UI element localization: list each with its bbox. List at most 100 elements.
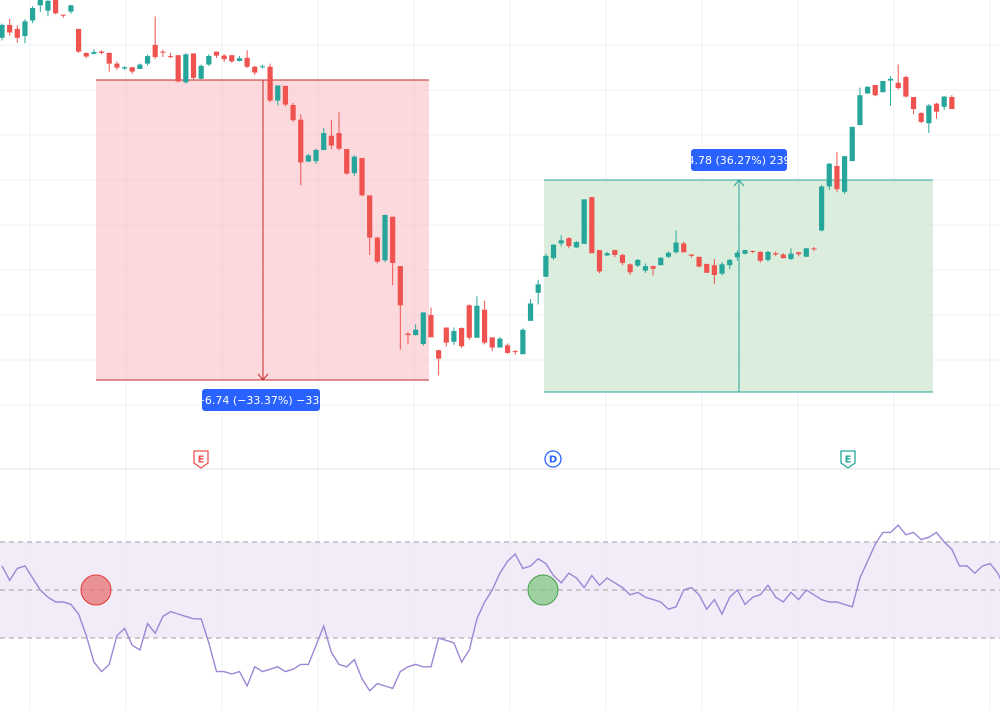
candle [30,6,36,24]
candle-body [367,195,373,238]
candle [98,50,105,55]
event-marker-d[interactable]: D [544,450,562,468]
candle [535,279,541,305]
candle-body [76,28,82,52]
marker-shield-icon [840,450,856,469]
candle [803,247,809,257]
candle-body [773,253,779,255]
rsi-pane [0,524,1000,692]
candle-body [436,350,442,359]
candle-body [229,55,235,62]
candle [780,253,786,259]
candle-body [665,252,672,257]
candle [512,349,518,355]
candle [267,63,273,103]
candle [604,251,610,256]
candle-body [213,51,220,56]
candle [849,126,855,162]
candle [0,23,5,41]
candle [321,127,327,150]
candle [7,18,13,36]
candle [443,327,449,347]
candle-body [282,85,289,105]
candle [734,250,740,261]
candle [14,25,20,43]
candle [91,49,97,55]
candle-body [566,238,572,247]
candle [60,14,66,18]
candle [872,84,878,97]
marker-letter: D [549,455,557,466]
candle [190,53,197,80]
candle [466,304,472,340]
measurement-zones [96,79,933,393]
event-marker-e[interactable]: E [840,450,856,469]
candle-body [344,149,350,174]
candle [750,250,756,254]
candle-body [619,254,626,263]
candle-body [504,345,511,353]
short-measure-badge[interactable]: −6.74 (−33.37%) −337 [196,389,327,411]
candle [76,28,82,53]
candle-body [688,254,694,256]
candle-body [328,135,334,146]
candle [160,49,166,57]
candle [742,249,748,255]
long-measure-badge[interactable]: 4.78 (36.27%) 239 [687,149,791,171]
candle-body [535,284,541,293]
candle [504,343,511,354]
candle-body [849,126,855,162]
candle-body [91,52,97,54]
event-marker-e[interactable]: E [193,450,209,469]
candlestick-series [0,0,955,376]
candle [114,61,120,70]
candle [788,248,794,260]
candle [857,87,863,126]
candle-body [596,250,603,272]
candle [627,263,633,276]
candle-body [612,250,618,255]
candle [650,265,656,276]
candle [903,75,909,98]
candle-body [826,163,832,187]
candle-body [642,266,649,271]
short-zone-arrow-head [257,373,269,381]
candle [221,53,227,62]
candle-body [374,237,380,262]
candle-body [382,214,388,261]
candle-body [796,252,802,255]
candle-body [198,65,204,79]
candle-body [83,52,89,57]
candle-body [497,338,503,348]
candle [612,249,618,258]
candle-body [872,84,878,96]
candle-body [167,56,174,58]
candle [459,327,465,348]
candle-body [60,14,66,16]
candle-body [397,266,403,306]
candle-body [114,63,120,68]
candle [635,258,641,267]
candle [152,16,158,60]
candle [834,152,840,192]
measurement-badges: −6.74 (−33.37%) −337 4.78 (36.27%) 239 [196,149,791,411]
candle-body [910,97,917,110]
candle-body [183,54,189,83]
candle [290,102,296,122]
candle-body [765,251,771,260]
candle-body [903,76,909,97]
candle-body [259,66,266,68]
candle [397,266,403,350]
candle-body [650,266,656,269]
candle-body [780,254,786,259]
candle-body [757,251,763,261]
candle-body [696,256,702,267]
candle [37,0,43,13]
candle-body [206,56,212,65]
candle [727,258,733,270]
candle [436,349,442,376]
candle-body [144,56,151,64]
